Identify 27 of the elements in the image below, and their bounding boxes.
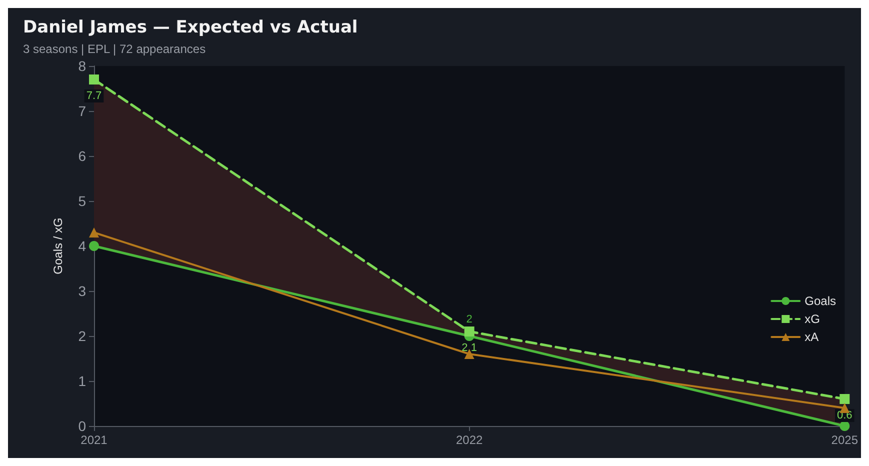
x-tick-label: 2021	[80, 433, 108, 447]
point	[464, 326, 474, 336]
data-label: 2	[466, 314, 472, 326]
legend-label: xA	[804, 330, 819, 344]
chart-subtitle: 3 seasons | EPL | 72 appearances	[23, 42, 206, 56]
x-tick-label: 2025	[831, 433, 858, 447]
y-tick-label: 3	[78, 283, 86, 299]
x-tick-label: 2022	[456, 433, 483, 447]
y-tick-label: 7	[78, 103, 86, 119]
point	[840, 421, 850, 431]
legend-label: xG	[804, 312, 820, 326]
point	[840, 394, 850, 404]
point	[89, 228, 99, 238]
point	[89, 241, 99, 251]
y-tick-label: 2	[78, 328, 86, 344]
legend-label: Goals	[804, 294, 836, 308]
data-label: 2.1	[462, 342, 477, 354]
y-tick-label: 0	[78, 418, 86, 434]
data-label: 7.7	[86, 90, 102, 102]
y-axis-title: Goals / xG	[51, 218, 65, 274]
y-tick-label: 1	[78, 373, 86, 389]
chart-title: Daniel James — Expected vs Actual	[23, 18, 358, 38]
y-tick-label: 4	[78, 238, 86, 254]
y-tick-label: 5	[78, 193, 86, 209]
y-tick-label: 6	[78, 148, 86, 164]
y-tick-label: 8	[78, 58, 86, 74]
point	[89, 74, 99, 84]
